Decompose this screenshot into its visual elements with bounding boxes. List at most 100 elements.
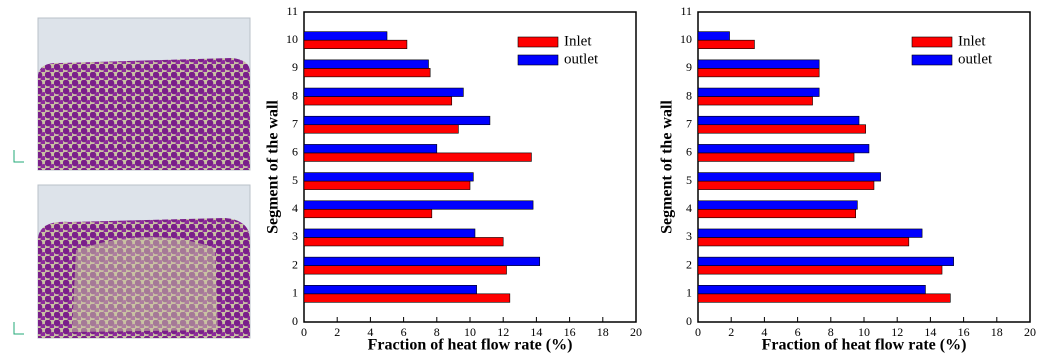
y-tick-label: 0 (292, 314, 298, 328)
y-tick-label: 0 (686, 314, 692, 328)
bar (697, 152, 855, 162)
legend-swatch (911, 54, 953, 66)
bar (303, 237, 504, 247)
bar (303, 144, 438, 154)
render-top (13, 17, 251, 171)
bar (697, 208, 856, 219)
x-axis-title: Fraction of heat flow rate (%) (368, 337, 573, 354)
bar (303, 200, 534, 210)
x-tick-label: 16 (564, 325, 576, 339)
bar (303, 115, 491, 126)
x-tick-label: 16 (958, 325, 970, 339)
x-tick-label: 20 (630, 325, 642, 339)
legend-label: outlet (958, 51, 993, 67)
y-tick-label: 9 (686, 60, 692, 74)
y-tick-label: 10 (286, 32, 298, 46)
y-tick-label: 5 (686, 173, 692, 187)
bar (697, 200, 858, 210)
x-tick-label: 6 (795, 325, 801, 339)
y-tick-label: 1 (292, 286, 298, 300)
legend-label: outlet (564, 51, 599, 67)
x-tick-label: 10 (464, 325, 476, 339)
y-tick-label: 3 (292, 229, 298, 243)
x-tick-label: 18 (991, 325, 1003, 339)
y-tick-label: 4 (686, 201, 692, 215)
bar (303, 293, 511, 303)
y-tick-label: 8 (292, 88, 298, 102)
bar (303, 285, 477, 295)
x-tick-label: 8 (828, 325, 834, 339)
legend-swatch (517, 54, 559, 66)
y-tick-label: 11 (286, 4, 298, 18)
x-tick-label: 0 (695, 325, 701, 339)
bar (697, 59, 820, 69)
bar (697, 68, 820, 78)
bar (303, 39, 408, 49)
bar (697, 172, 881, 182)
y-tick-label: 5 (292, 173, 298, 187)
x-tick-label: 4 (367, 325, 373, 339)
y-axis-title: Segment of the wall (265, 100, 282, 234)
bar (303, 208, 433, 219)
legend-label: Inlet (564, 33, 592, 49)
x-tick-label: 4 (761, 325, 767, 339)
y-tick-label: 10 (680, 32, 692, 46)
render-bottom (13, 184, 251, 339)
bar (697, 96, 813, 106)
bar (697, 31, 730, 41)
bar (303, 87, 464, 97)
bar (697, 265, 943, 275)
y-tick-label: 2 (686, 257, 692, 271)
bar (303, 152, 532, 162)
bar (303, 68, 431, 78)
x-tick-label: 20 (1024, 325, 1036, 339)
y-tick-label: 4 (292, 201, 298, 215)
bar (697, 285, 926, 295)
x-tick-label: 10 (858, 325, 870, 339)
bar (303, 31, 388, 41)
x-tick-label: 14 (530, 325, 542, 339)
bar (697, 87, 820, 97)
y-tick-label: 2 (292, 257, 298, 271)
x-tick-label: 0 (301, 325, 307, 339)
bar (303, 172, 474, 182)
x-tick-label: 2 (334, 325, 340, 339)
y-axis-title: Segment of the wall (659, 100, 676, 234)
y-tick-label: 7 (292, 116, 298, 130)
y-tick-label: 7 (686, 116, 692, 130)
y-tick-label: 11 (680, 4, 692, 18)
bar (697, 180, 875, 190)
x-tick-label: 6 (401, 325, 407, 339)
legend-label: Inlet (958, 33, 986, 49)
x-tick-label: 8 (434, 325, 440, 339)
bar (303, 228, 476, 238)
legend-swatch (911, 36, 953, 48)
bar (303, 256, 541, 266)
bar (303, 124, 459, 134)
x-tick-label: 12 (497, 325, 509, 339)
x-tick-label: 14 (924, 325, 936, 339)
bar (697, 256, 954, 266)
y-tick-label: 6 (686, 145, 692, 159)
y-tick-label: 1 (686, 286, 692, 300)
x-tick-label: 12 (891, 325, 903, 339)
y-tick-label: 3 (686, 229, 692, 243)
y-tick-label: 6 (292, 145, 298, 159)
bar (697, 115, 860, 126)
bar (303, 265, 507, 275)
bar (697, 39, 755, 49)
x-tick-label: 2 (728, 325, 734, 339)
bar (697, 293, 951, 303)
legend-swatch (517, 36, 559, 48)
bar (697, 124, 866, 134)
x-axis-title: Fraction of heat flow rate (%) (762, 337, 967, 354)
bar (697, 237, 910, 247)
bar (303, 59, 429, 69)
y-tick-label: 9 (292, 60, 298, 74)
bar (303, 180, 471, 190)
bar (697, 144, 870, 154)
x-tick-label: 18 (597, 325, 609, 339)
y-tick-label: 8 (686, 88, 692, 102)
